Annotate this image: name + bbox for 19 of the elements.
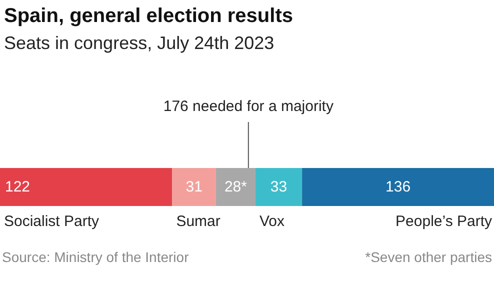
source-note: Source: Ministry of the Interior bbox=[2, 249, 190, 265]
data-label: 33 bbox=[270, 178, 288, 196]
bar bbox=[255, 168, 302, 206]
data-label: 31 bbox=[186, 178, 202, 196]
data-label: 122 bbox=[5, 178, 30, 196]
bar bbox=[216, 168, 256, 206]
text: *Seven other parties bbox=[365, 249, 492, 265]
data-label: 28* bbox=[224, 178, 248, 196]
bar bbox=[302, 168, 494, 206]
bar bbox=[0, 168, 172, 206]
chart-subtitle: Seats in congress, July 24th 2023 bbox=[4, 33, 274, 53]
data-label: 136 bbox=[386, 178, 411, 196]
ref-line-label: 176 needed for a majority bbox=[163, 98, 334, 115]
bar bbox=[172, 168, 216, 206]
chart-title: Spain, general election results bbox=[4, 5, 293, 27]
series-label: Sumar bbox=[176, 213, 220, 230]
series-label: Socialist Party bbox=[4, 213, 100, 230]
series-label: People’s Party bbox=[396, 213, 492, 230]
series-label: Vox bbox=[259, 213, 285, 230]
